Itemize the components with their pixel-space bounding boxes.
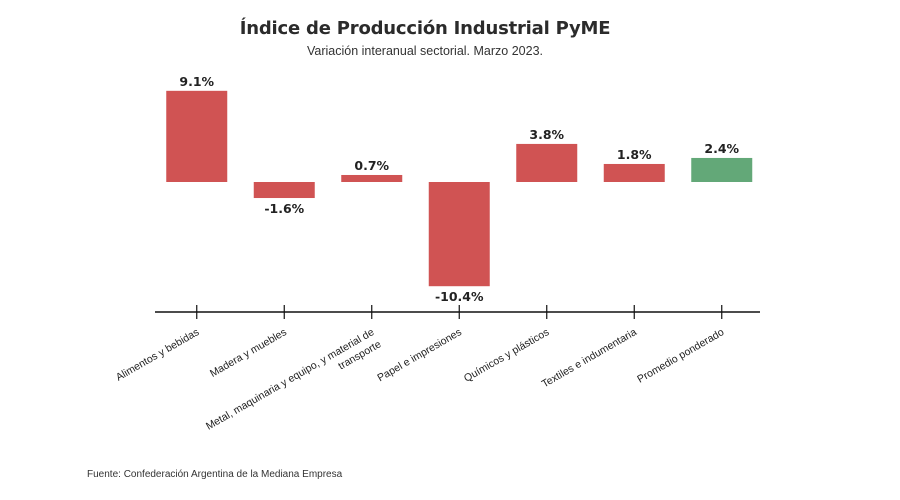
category-label: Textiles e indumentaria xyxy=(540,326,639,390)
category-label: Promedio ponderado xyxy=(635,326,726,386)
chart-subtitle: Variación interanual sectorial. Marzo 20… xyxy=(306,44,543,58)
category-label: Químicos y plásticos xyxy=(462,326,551,385)
bar xyxy=(603,163,665,182)
bar xyxy=(253,182,315,199)
value-label: 3.8% xyxy=(529,127,564,142)
value-label: 0.7% xyxy=(354,158,389,173)
value-label: 1.8% xyxy=(617,147,652,162)
source-note: Fuente: Confederación Argentina de la Me… xyxy=(87,469,343,480)
category-label: Alimentos y bebidas xyxy=(114,326,201,383)
value-label: 9.1% xyxy=(179,74,214,89)
bar xyxy=(516,143,578,182)
bar xyxy=(428,182,490,287)
category-label: Papel e impresiones xyxy=(375,326,463,384)
value-label: 2.4% xyxy=(704,141,739,156)
value-label: -1.6% xyxy=(264,201,304,216)
category-label: Madera y muebles xyxy=(208,326,289,380)
category-label: Metal, maquinaria y equipo, y material d… xyxy=(204,326,383,445)
bar xyxy=(691,157,753,182)
chart-title: Índice de Producción Industrial PyME xyxy=(239,18,611,39)
value-label: -10.4% xyxy=(435,289,484,304)
bar xyxy=(341,174,403,182)
bar xyxy=(166,90,228,182)
